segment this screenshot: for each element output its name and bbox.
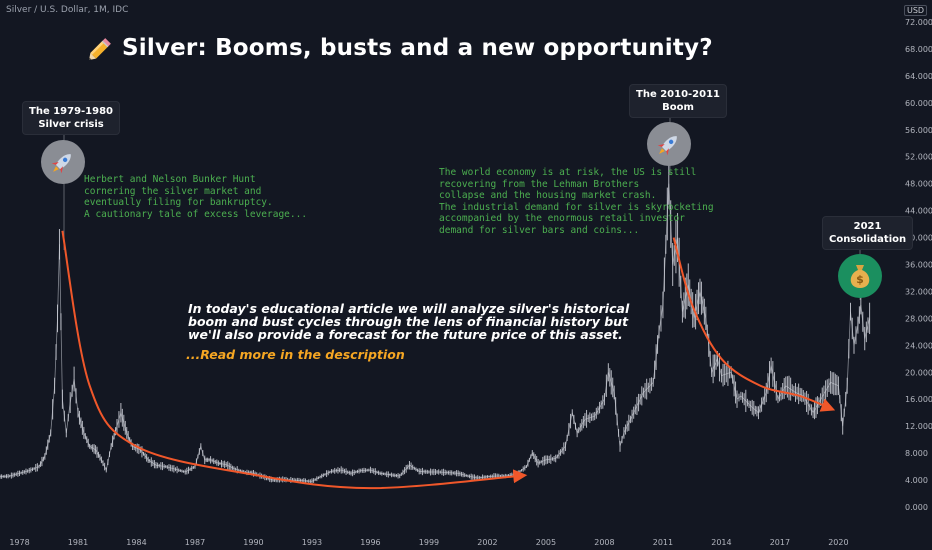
note-world-economy: The world economy is at risk, the US is … — [439, 167, 714, 236]
y-tick-label: 20.000 — [905, 368, 932, 377]
y-tick-label: 64.000 — [905, 72, 932, 81]
y-tick-label: 56.000 — [905, 126, 932, 135]
pencil-icon — [88, 38, 111, 61]
chart-title-text: Silver: Booms, busts and a new opportuni… — [122, 35, 713, 61]
note-economy-line: demand for silver bars and coins... — [439, 224, 640, 236]
y-tick-label: 36.000 — [905, 261, 932, 270]
callout-1979-1980-line2: Silver crisis — [38, 119, 104, 130]
x-tick-label: 2005 — [536, 538, 556, 547]
callout-2010-2011-line1: The 2010-2011 — [636, 89, 721, 100]
x-tick-label: 2017 — [770, 538, 790, 547]
rocket-icon — [51, 154, 71, 174]
callout-2010-2011: The 2010-2011 Boom — [629, 84, 728, 118]
x-tick-label: 2014 — [711, 538, 731, 547]
x-tick-label: 2011 — [653, 538, 673, 547]
money-bag-badge-2021: $ — [838, 254, 882, 298]
trend-arrow-bust-1980s — [61, 230, 528, 490]
callout-1979-1980: The 1979-1980 Silver crisis — [22, 101, 121, 135]
y-axis: 0.000 4.000 8.000 12.000 16.000 20.000 24.000 2… — [905, 18, 932, 512]
y-tick-label: 24.000 — [905, 341, 932, 350]
chart-title: Silver: Booms, busts and a new opportuni… — [86, 33, 713, 63]
article-line: boom and bust cycles through the lens of… — [188, 314, 629, 329]
note-hunt-line: eventually filing for bankruptcy. — [84, 197, 273, 208]
x-tick-label: 2020 — [828, 538, 848, 547]
article-line: In today's educational article we will a… — [188, 301, 630, 316]
x-tick-label: 1996 — [360, 538, 380, 547]
y-tick-label: 52.000 — [905, 153, 932, 162]
callout-2010-2011-line2: Boom — [662, 102, 694, 113]
y-tick-label: 12.000 — [905, 422, 932, 431]
callout-2021-line1: 2021 — [853, 221, 882, 232]
y-tick-label: 44.000 — [905, 207, 932, 216]
money-bag-icon: $ — [850, 265, 870, 288]
note-economy-line: The industrial demand for silver is skyr… — [439, 201, 714, 213]
x-tick-label: 1978 — [9, 538, 29, 547]
note-economy-line: collapse and the housing market crash. — [439, 190, 657, 201]
x-tick-label: 1999 — [419, 538, 439, 547]
rocket-badge-1980 — [41, 140, 85, 184]
price-line-0 — [0, 183, 870, 482]
callout-2021: 2021 Consolidation — [822, 216, 914, 250]
rocket-badge-2011 — [647, 122, 691, 166]
x-tick-label: 1993 — [302, 538, 322, 547]
y-tick-label: 60.000 — [905, 99, 932, 108]
y-tick-label: 68.000 — [905, 45, 932, 54]
y-tick-label: 4.000 — [905, 476, 928, 485]
note-economy-line: recovering from the Lehman Brothers — [439, 178, 640, 190]
note-economy-line: The world economy is at risk, the US is … — [439, 167, 697, 178]
x-tick-label: 1987 — [185, 538, 205, 547]
currency-badge[interactable]: USD — [904, 5, 928, 16]
svg-text:$: $ — [856, 273, 864, 286]
y-tick-label: 40.000 — [905, 234, 932, 243]
note-hunt-line: A cautionary tale of excess leverage... — [84, 208, 308, 220]
y-tick-label: 28.000 — [905, 314, 932, 323]
callout-1979-1980-line1: The 1979-1980 — [29, 106, 114, 117]
price-series — [0, 162, 871, 485]
trend-arrow-bust-2010s — [672, 237, 836, 412]
article-intro: In today's educational article we will a… — [188, 302, 629, 341]
y-tick-label: 48.000 — [905, 180, 932, 189]
y-tick-label: 16.000 — [905, 395, 932, 404]
article-line: we'll also provide a forecast for the fu… — [188, 327, 623, 342]
read-more-link[interactable]: ...Read more in the description — [186, 347, 405, 362]
note-hunt-line: cornering the silver market and — [84, 185, 262, 197]
x-tick-label: 1990 — [243, 538, 263, 547]
y-tick-label: 72.000 — [905, 18, 932, 27]
y-tick-label: 8.000 — [905, 449, 928, 458]
y-tick-label: 0.000 — [905, 503, 928, 512]
x-tick-label: 1981 — [68, 538, 88, 547]
symbol-label: Silver / U.S. Dollar, 1M, IDC — [6, 5, 129, 15]
x-tick-label: 2008 — [594, 538, 614, 547]
trend-arrows — [61, 230, 836, 490]
note-hunt-brothers: Herbert and Nelson Bunker Hunt cornering… — [84, 174, 307, 220]
note-economy-line: accompanied by the enormous retail inves… — [439, 213, 685, 224]
callout-2021-line2: Consolidation — [829, 234, 907, 245]
note-hunt-line: Herbert and Nelson Bunker Hunt — [84, 174, 256, 185]
y-tick-label: 32.000 — [905, 287, 932, 296]
rocket-icon — [657, 136, 677, 156]
x-tick-label: 2002 — [477, 538, 497, 547]
x-axis: 1978 1981 1984 1987 1990 1993 1996 1999 2002 2005… — [9, 538, 848, 547]
x-tick-label: 1984 — [126, 538, 146, 547]
